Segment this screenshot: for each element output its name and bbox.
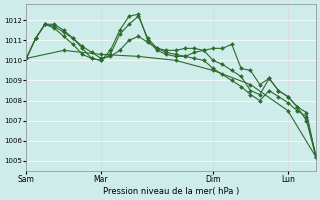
X-axis label: Pression niveau de la mer( hPa ): Pression niveau de la mer( hPa ) bbox=[103, 187, 239, 196]
